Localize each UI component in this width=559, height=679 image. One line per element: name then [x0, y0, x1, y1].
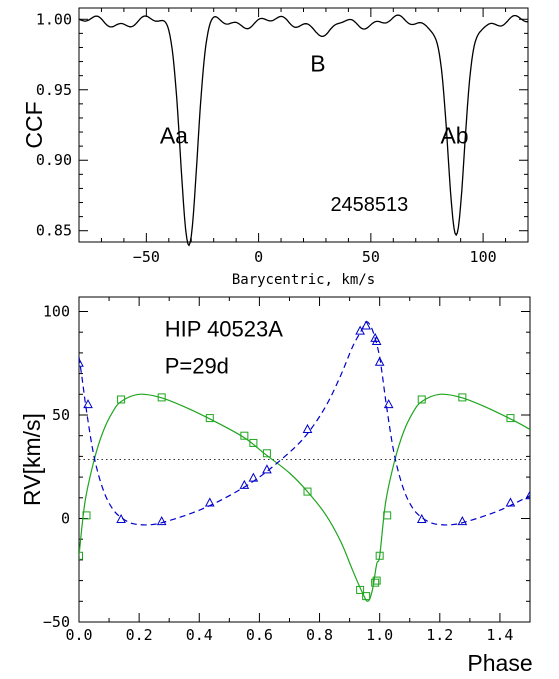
rv-point-square	[362, 592, 371, 601]
rv-point-triangle	[416, 513, 427, 524]
rv-point-triangle	[116, 513, 126, 524]
rv-point-square	[79, 551, 83, 560]
rv-point-triangle	[204, 497, 215, 507]
rv-point-square	[240, 431, 249, 440]
component-label: Ab	[440, 122, 468, 148]
y-tick-label: 0.90	[36, 151, 72, 169]
ccf-panel: −50 0 50 100 0.85 0.90 0.95 1.00 Aa B Ab 2458513 Bar…	[21, 7, 529, 288]
rv-point-square	[356, 585, 365, 594]
rv-point-square	[82, 511, 91, 520]
y-axis-label: CCF	[21, 101, 47, 148]
x-tick-label: 1.2	[426, 626, 453, 644]
rv-point-triangle	[361, 320, 371, 330]
rv-point-square	[303, 487, 312, 496]
rv-point-square	[458, 393, 467, 402]
rv-point-square	[117, 395, 126, 404]
rv-point-triangle	[525, 490, 530, 500]
rv-point-triangle	[79, 357, 84, 367]
x-tick-label: 1.0	[366, 626, 393, 644]
x-axis-label: Barycentric, km/s	[232, 272, 375, 288]
rv-point-square	[417, 395, 426, 404]
x-tick-label: 0.0	[65, 626, 92, 644]
y-tick-label: 50	[52, 406, 70, 424]
rv-point-square	[375, 551, 384, 560]
rv-point-square	[157, 393, 166, 402]
y-tick-label: 0.85	[36, 222, 72, 240]
x-tick-label: 0.4	[186, 626, 213, 644]
plot-title-line: P=29d	[165, 354, 229, 379]
rv-point-triangle	[383, 399, 394, 409]
y-tick-label: 1.00	[36, 10, 72, 28]
y-axis-label: RV[km/s]	[19, 413, 45, 506]
x-tick-label: 0	[254, 248, 263, 266]
rv-point-triangle	[371, 335, 382, 346]
rv-point-square	[372, 576, 381, 585]
rv-point-triangle	[239, 479, 250, 489]
x-tick-label: 100	[470, 248, 497, 266]
y-tick-label: 100	[43, 302, 70, 320]
component-label: Aa	[160, 122, 188, 148]
x-tick-label: 1.4	[486, 626, 513, 644]
x-tick-label: −50	[133, 248, 160, 266]
ccf-curve	[78, 14, 528, 247]
rv-point-triangle	[355, 325, 365, 335]
rv-curve-2	[79, 321, 530, 526]
rv-point-triangle	[457, 516, 468, 526]
plot-area	[79, 320, 530, 602]
y-tick-label: 0.95	[36, 81, 72, 99]
rv-point-triangle	[374, 356, 385, 366]
rv-point-triangle	[83, 399, 93, 409]
rv-point-square	[383, 511, 392, 520]
rv-point-square	[205, 414, 214, 423]
x-tick-label: 0.8	[306, 626, 333, 644]
y-tick-label: −50	[43, 613, 70, 631]
rv-point-triangle	[302, 423, 313, 433]
rv-point-triangle	[505, 497, 516, 507]
x-tick-label: 50	[362, 248, 380, 266]
component-label: B	[310, 50, 325, 76]
rv-point-square	[371, 578, 380, 587]
x-tick-label: 0.6	[246, 626, 273, 644]
component-label: 2458513	[330, 194, 408, 216]
y-tick-label: 0	[61, 509, 70, 527]
rv-point-square	[506, 414, 515, 423]
rv-point-triangle	[248, 472, 259, 482]
rv-point-square	[249, 438, 258, 447]
rv-point-triangle	[156, 516, 167, 526]
rv-point-square	[262, 449, 271, 458]
plot-title-line: HIP 40523A	[165, 316, 284, 341]
rv-panel: 0.0 0.2 0.4 0.6 0.8 1.0 1.2 1.4 −50 0 50 100 HIP 405…	[19, 296, 533, 676]
rv-point-triangle	[262, 464, 272, 474]
x-tick-label: 0.2	[126, 626, 153, 644]
rv-curve-1	[79, 393, 530, 602]
x-axis-label: Phase	[467, 650, 532, 676]
